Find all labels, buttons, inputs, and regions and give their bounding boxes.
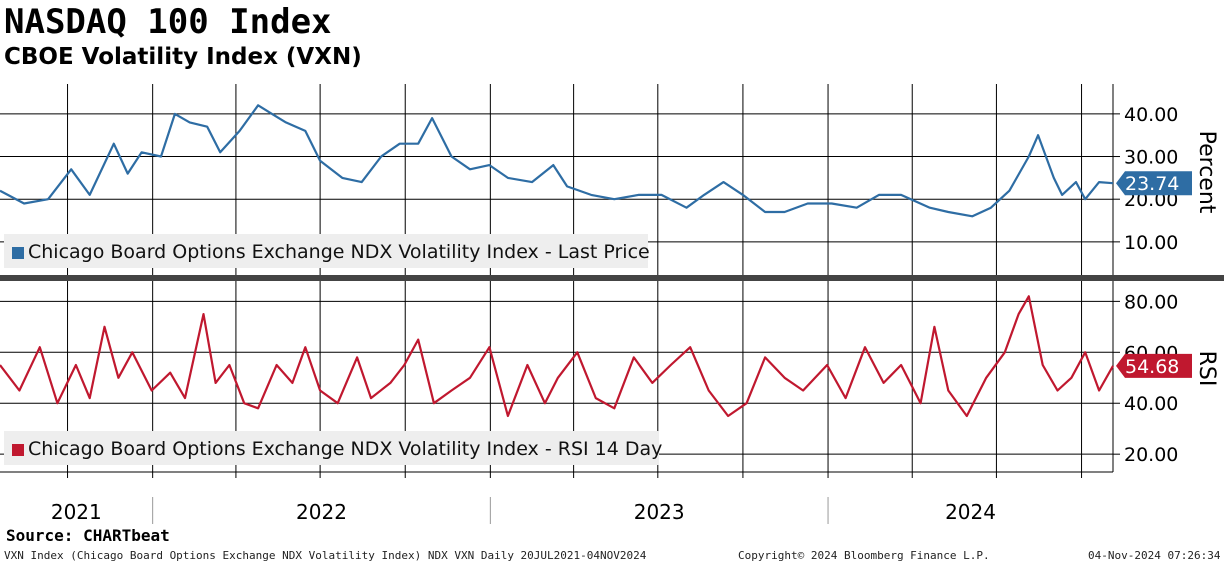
last-rsi-label: 54.68 bbox=[1125, 356, 1179, 378]
legend-label: Chicago Board Options Exchange NDX Volat… bbox=[28, 241, 650, 263]
y-axis-label-rsi: RSI bbox=[1194, 351, 1219, 387]
last-price-label: 23.74 bbox=[1125, 173, 1179, 195]
legend-box bbox=[4, 234, 648, 268]
x-tick-label: 2022 bbox=[296, 500, 347, 524]
y-tick-label: 40.00 bbox=[1124, 393, 1178, 415]
y-axis-label-percent: Percent bbox=[1194, 131, 1219, 214]
rsi-series-line bbox=[0, 295, 1114, 418]
y-tick-label: 30.00 bbox=[1124, 147, 1178, 169]
footer-copyright: Copyright© 2024 Bloomberg Finance L.P. bbox=[738, 549, 990, 562]
panel-divider[interactable] bbox=[0, 275, 1224, 281]
x-tick-label: 2024 bbox=[945, 500, 996, 524]
legend-swatch bbox=[12, 444, 24, 456]
x-tick-label: 2021 bbox=[51, 500, 102, 524]
last-rsi-tag bbox=[1116, 353, 1192, 378]
legend-swatch bbox=[12, 247, 24, 259]
chart-subtitle: CBOE Volatility Index (VXN) bbox=[4, 44, 362, 70]
x-tick-label: 2023 bbox=[634, 500, 685, 524]
last-price-tag bbox=[1116, 171, 1192, 196]
y-tick-label: 20.00 bbox=[1124, 444, 1178, 466]
footer-security-info: VXN Index (Chicago Board Options Exchang… bbox=[4, 549, 647, 562]
y-tick-label: 10.00 bbox=[1124, 232, 1178, 254]
source-label: Source: CHARTbeat bbox=[6, 526, 170, 545]
legend-box bbox=[4, 431, 659, 465]
y-tick-label: 80.00 bbox=[1124, 291, 1178, 313]
legend-label: Chicago Board Options Exchange NDX Volat… bbox=[28, 438, 662, 460]
y-tick-label: 40.00 bbox=[1124, 104, 1178, 126]
footer-timestamp: 04-Nov-2024 07:26:34 bbox=[1088, 549, 1221, 562]
chart-title: NASDAQ 100 Index bbox=[4, 2, 332, 42]
price-series-line bbox=[0, 104, 1114, 218]
